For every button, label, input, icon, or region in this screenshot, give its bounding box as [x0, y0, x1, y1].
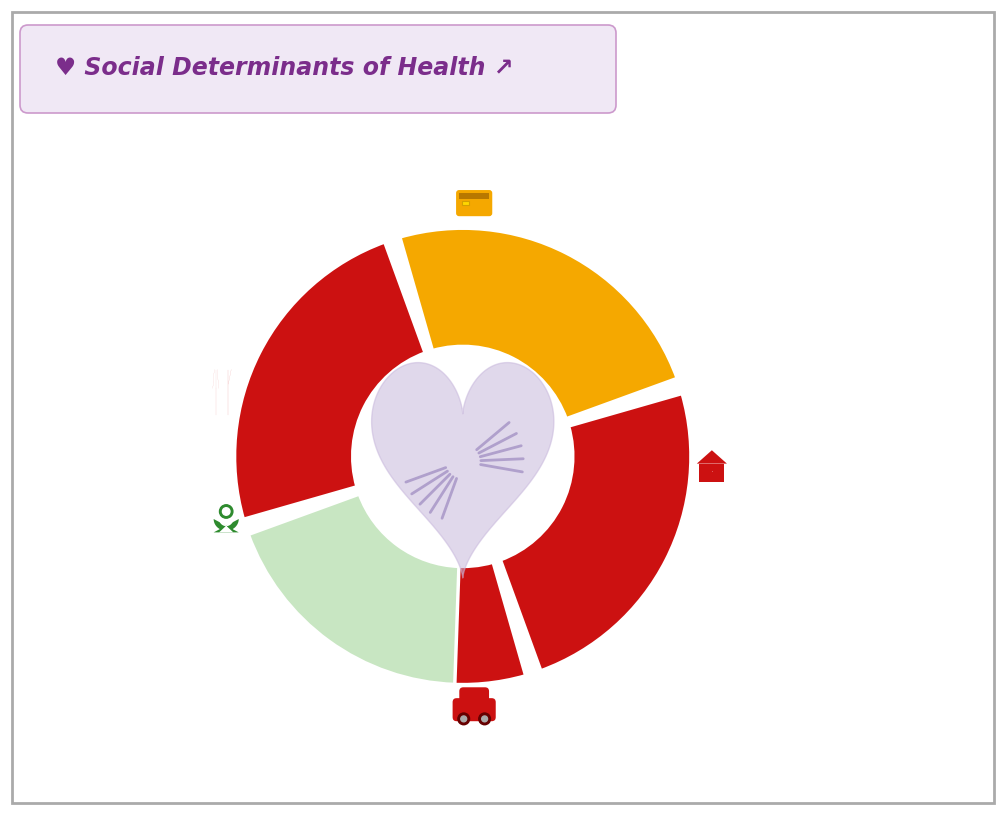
Text: ♥ Social Determinants of Health ↗: ♥ Social Determinants of Health ↗ [55, 56, 513, 80]
Polygon shape [371, 363, 554, 578]
Circle shape [482, 716, 488, 722]
FancyBboxPatch shape [453, 698, 496, 721]
Wedge shape [500, 394, 691, 671]
Circle shape [458, 713, 470, 725]
Circle shape [353, 346, 572, 566]
Polygon shape [697, 450, 727, 464]
Wedge shape [399, 228, 677, 419]
Circle shape [479, 713, 491, 725]
Circle shape [219, 504, 232, 518]
Polygon shape [219, 519, 233, 532]
Polygon shape [213, 519, 238, 532]
FancyBboxPatch shape [12, 12, 994, 803]
Bar [699, 464, 724, 482]
FancyBboxPatch shape [460, 687, 489, 706]
Wedge shape [248, 494, 526, 685]
Circle shape [222, 508, 230, 515]
Circle shape [461, 716, 467, 722]
FancyBboxPatch shape [20, 25, 616, 113]
Wedge shape [234, 242, 426, 519]
FancyBboxPatch shape [457, 191, 491, 215]
Wedge shape [248, 494, 459, 685]
Bar [462, 201, 469, 205]
Bar [459, 193, 489, 199]
